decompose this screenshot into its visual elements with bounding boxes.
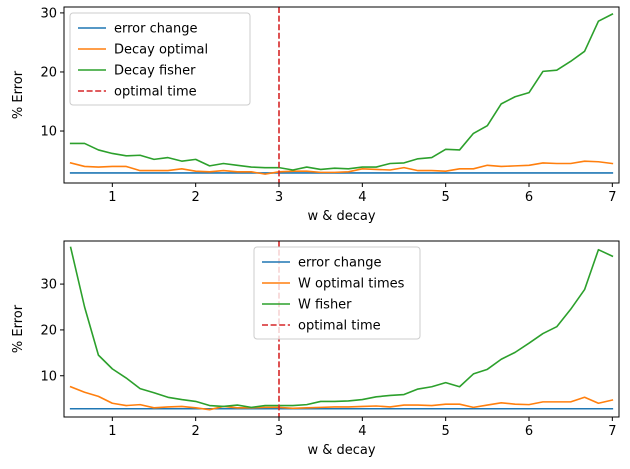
bottom-legend-entry-w-fisher: W fisher (262, 298, 352, 313)
top-x-tick-label: 5 (442, 190, 450, 205)
top-legend-box (69, 12, 251, 106)
top-y-tick-label: 10 (40, 125, 57, 140)
bottom-x-tick-label: 6 (525, 424, 533, 439)
top-y-tick-label: 20 (40, 65, 57, 80)
top-legend-entry-decay-fisher: Decay fisher (78, 64, 196, 79)
top-ticks: 1 2 3 4 5 6 7 10 20 30 (40, 6, 616, 205)
bottom-y-tick-label: 10 (40, 369, 57, 384)
bottom-legend-entry-w-optimal-times: W optimal times (262, 277, 405, 292)
top-legend-label-error-change: error change (114, 22, 197, 37)
bottom-x-tick-label: 4 (358, 424, 366, 439)
top-x-axis-label: w & decay (307, 209, 375, 224)
top-legend-label-decay-fisher: Decay fisher (114, 64, 196, 79)
bottom-x-tick-label: 3 (275, 424, 283, 439)
top-x-tick-label: 6 (525, 190, 533, 205)
top-x-tick-label: 1 (108, 190, 116, 205)
top-y-axis-label: % Error (11, 70, 26, 119)
top-subplot: 1 2 3 4 5 6 7 10 20 30 w & decay % Error error ch… (11, 6, 620, 224)
top-legend-entry-decay-optimal: Decay optimal (78, 43, 208, 58)
bottom-y-axis-label: % Error (11, 304, 26, 353)
bottom-y-tick-label: 20 (40, 323, 57, 338)
top-axes-frame (63, 6, 620, 184)
bottom-x-tick-label: 1 (108, 424, 116, 439)
bottom-legend-label-w-fisher: W fisher (298, 298, 352, 313)
top-legend-entry-error-change: error change (78, 22, 197, 37)
bottom-legend-label-optimal-time: optimal time (298, 319, 381, 334)
top-legend-label-decay-optimal: Decay optimal (114, 43, 208, 58)
bottom-x-tick-label: 7 (608, 424, 616, 439)
bottom-legend-entry-error-change: error change (262, 256, 381, 271)
bottom-ticks: 1 2 3 4 5 6 7 10 20 30 (40, 278, 616, 439)
top-x-tick-label: 3 (275, 190, 283, 205)
bottom-subplot: 1 2 3 4 5 6 7 10 20 30 w & decay % Error error ch… (11, 240, 620, 458)
top-series-line-decay-optimal (69, 160, 614, 175)
bottom-series-line-w-fisher (69, 246, 614, 409)
top-x-tick-label: 4 (358, 190, 366, 205)
bottom-series-line-w-optimal-times (69, 385, 614, 411)
bottom-axes-frame (63, 240, 620, 418)
bottom-legend-entry-optimal-time: optimal time (262, 319, 381, 334)
top-series-line-decay-fisher (69, 13, 614, 171)
bottom-legend-box (253, 246, 421, 340)
top-y-tick-label: 30 (40, 6, 57, 21)
top-legend: error change Decay optimal Decay fisher … (69, 12, 251, 106)
bottom-legend: error change W optimal times W fisher op… (253, 246, 421, 340)
bottom-legend-label-error-change: error change (298, 256, 381, 271)
top-legend-entry-optimal-time: optimal time (78, 85, 197, 100)
top-x-tick-label: 7 (608, 190, 616, 205)
bottom-y-tick-label: 30 (40, 278, 57, 293)
bottom-legend-label-w-optimal-times: W optimal times (298, 277, 405, 292)
bottom-x-axis-label: w & decay (307, 443, 375, 458)
top-x-tick-label: 2 (192, 190, 200, 205)
top-plot-lines (69, 7, 614, 183)
top-legend-label-optimal-time: optimal time (114, 85, 197, 100)
bottom-x-tick-label: 5 (442, 424, 450, 439)
bottom-x-tick-label: 2 (192, 424, 200, 439)
